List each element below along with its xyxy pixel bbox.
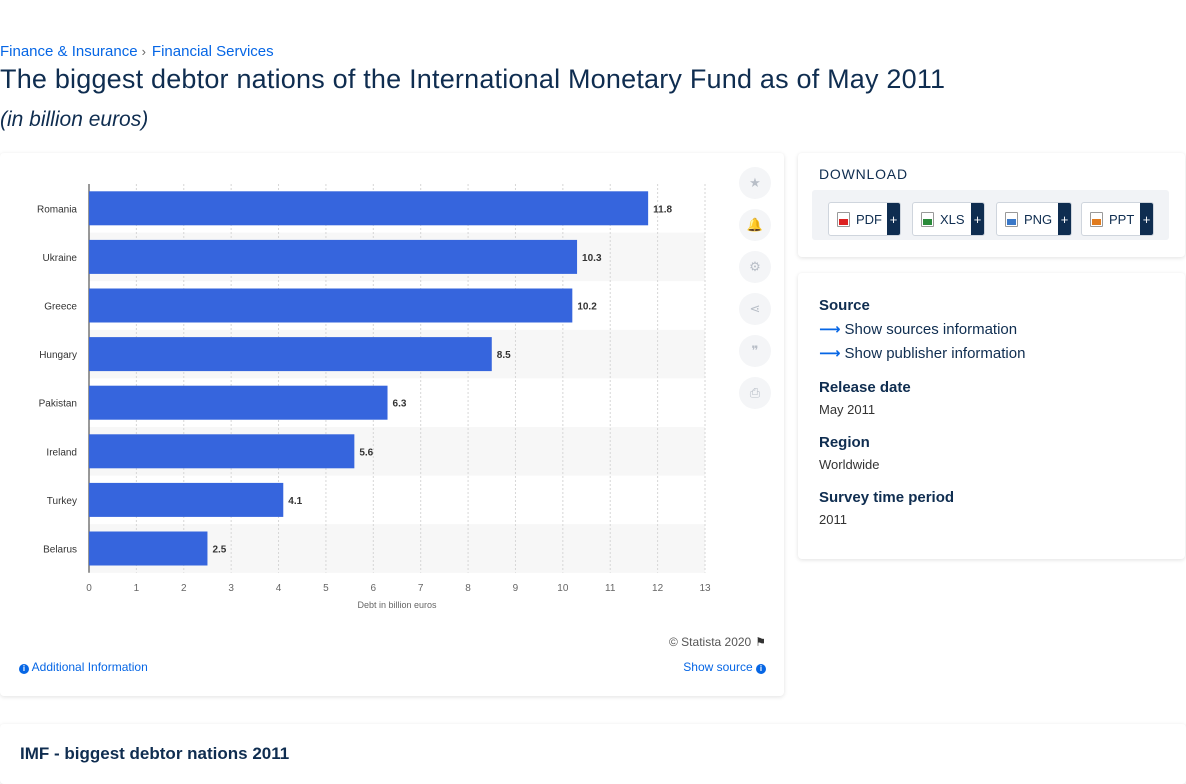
download-xls-button[interactable]: XLS + [912, 202, 985, 236]
data-label: 10.3 [582, 253, 602, 264]
show-sources-label: Show sources information [844, 321, 1018, 338]
download-png-label: PNG [1024, 211, 1053, 227]
download-title: DOWNLOAD [819, 166, 908, 182]
star-icon[interactable]: ★ [739, 167, 771, 199]
plus-icon[interactable]: + [887, 203, 900, 235]
category-label: Belarus [43, 545, 77, 556]
x-tick-label: 7 [418, 583, 424, 594]
x-tick-label: 11 [605, 583, 616, 594]
release-date-value: May 2011 [819, 402, 876, 417]
release-date-label: Release date [819, 379, 911, 396]
data-label: 2.5 [212, 545, 226, 556]
description-title: IMF - biggest debtor nations 2011 [20, 744, 290, 763]
region-value: Worldwide [819, 457, 880, 472]
bar [89, 385, 388, 420]
breadcrumb-separator: › [141, 44, 146, 59]
share-icon[interactable]: ⋖ [739, 293, 771, 325]
show-sources-link[interactable]: ⟶ Show sources information [819, 320, 1017, 338]
print-icon[interactable]: ⎙ [739, 377, 771, 409]
copyright-text: © Statista 2020 [669, 635, 752, 649]
survey-period-label: Survey time period [819, 489, 955, 506]
plus-icon[interactable]: + [1140, 203, 1153, 235]
ppt-file-icon [1090, 211, 1103, 227]
category-label: Hungary [39, 350, 77, 361]
data-label: 8.5 [497, 350, 511, 361]
category-label: Ireland [46, 447, 77, 458]
download-card: DOWNLOAD PDF + XLS + PNG + PPT + [798, 153, 1185, 257]
data-label: 11.8 [653, 204, 672, 215]
x-axis-label: Debt in billion euros [357, 600, 437, 610]
png-file-icon [1005, 211, 1018, 227]
x-tick-label: 8 [465, 583, 471, 594]
category-label: Pakistan [39, 399, 77, 410]
x-tick-label: 9 [513, 583, 519, 594]
page-subtitle: (in billion euros) [0, 108, 149, 131]
chart-card: 0 1 2 3 4 5 6 7 8 9 10 11 12 13 Romania 11.8 Ukraine 10.3… [0, 153, 784, 696]
x-tick-label: 2 [181, 583, 187, 594]
category-label: Ukraine [43, 253, 78, 264]
download-ppt-button[interactable]: PPT + [1081, 202, 1154, 236]
chart-tools: ★ 🔔 ⚙ ⋖ ❞ ⎙ [739, 167, 771, 419]
quote-icon[interactable]: ❞ [739, 335, 771, 367]
bar [89, 482, 284, 517]
download-pdf-label: PDF [856, 211, 882, 227]
copyright: © Statista 2020 ⚑ [669, 635, 766, 649]
x-tick-label: 5 [323, 583, 329, 594]
additional-information-link[interactable]: i Additional Information [19, 660, 148, 674]
xls-file-icon [921, 211, 934, 227]
survey-period-value: 2011 [819, 512, 847, 527]
plus-icon[interactable]: + [971, 203, 984, 235]
x-tick-label: 10 [557, 583, 569, 594]
show-source-label: Show source [683, 660, 753, 674]
flag-icon[interactable]: ⚑ [755, 635, 766, 649]
show-publisher-link[interactable]: ⟶ Show publisher information [819, 344, 1025, 362]
data-label: 5.6 [359, 447, 373, 458]
pdf-file-icon [837, 211, 850, 227]
breadcrumb-item-financial-services[interactable]: Financial Services [151, 43, 274, 60]
source-label: Source [819, 297, 870, 314]
bar [89, 434, 355, 469]
region-label: Region [819, 434, 870, 451]
category-label: Greece [44, 302, 77, 313]
arrow-right-icon: ⟶ [819, 345, 841, 362]
data-label: 4.1 [288, 496, 302, 507]
download-png-button[interactable]: PNG + [996, 202, 1072, 236]
show-source-link[interactable]: Show source i [683, 660, 766, 674]
statistic-details-card: Source ⟶ Show sources information ⟶ Show p… [798, 273, 1185, 559]
info-icon: i [756, 664, 766, 674]
bar [89, 239, 578, 274]
description-card: IMF - biggest debtor nations 2011 [0, 724, 1186, 784]
category-label: Turkey [47, 496, 77, 507]
data-label: 6.3 [393, 399, 407, 410]
show-publisher-label: Show publisher information [844, 345, 1026, 362]
download-xls-label: XLS [940, 211, 965, 227]
bar [89, 531, 208, 566]
arrow-right-icon: ⟶ [819, 321, 841, 338]
page-title: The biggest debtor nations of the Intern… [0, 64, 946, 94]
bar [89, 337, 492, 372]
x-tick-label: 1 [134, 583, 140, 594]
download-bar: PDF + XLS + PNG + PPT + [812, 190, 1169, 240]
bar [89, 191, 649, 226]
download-ppt-label: PPT [1109, 211, 1135, 227]
category-label: Romania [37, 204, 77, 215]
bell-icon[interactable]: 🔔 [739, 209, 771, 241]
x-tick-label: 3 [228, 583, 234, 594]
data-label: 10.2 [577, 302, 597, 313]
additional-information-label: Additional Information [31, 660, 148, 674]
breadcrumb: Finance & Insurance › Financial Services [0, 43, 274, 60]
x-tick-label: 6 [371, 583, 377, 594]
x-tick-label: 13 [699, 583, 711, 594]
download-pdf-button[interactable]: PDF + [828, 202, 901, 236]
x-tick-label: 0 [86, 583, 92, 594]
x-tick-label: 4 [276, 583, 282, 594]
breadcrumb-item-finance[interactable]: Finance & Insurance [0, 43, 138, 60]
x-tick-label: 12 [652, 583, 664, 594]
gear-icon[interactable]: ⚙ [739, 251, 771, 283]
info-icon: i [19, 664, 29, 674]
bar [89, 288, 573, 323]
plus-icon[interactable]: + [1058, 203, 1071, 235]
